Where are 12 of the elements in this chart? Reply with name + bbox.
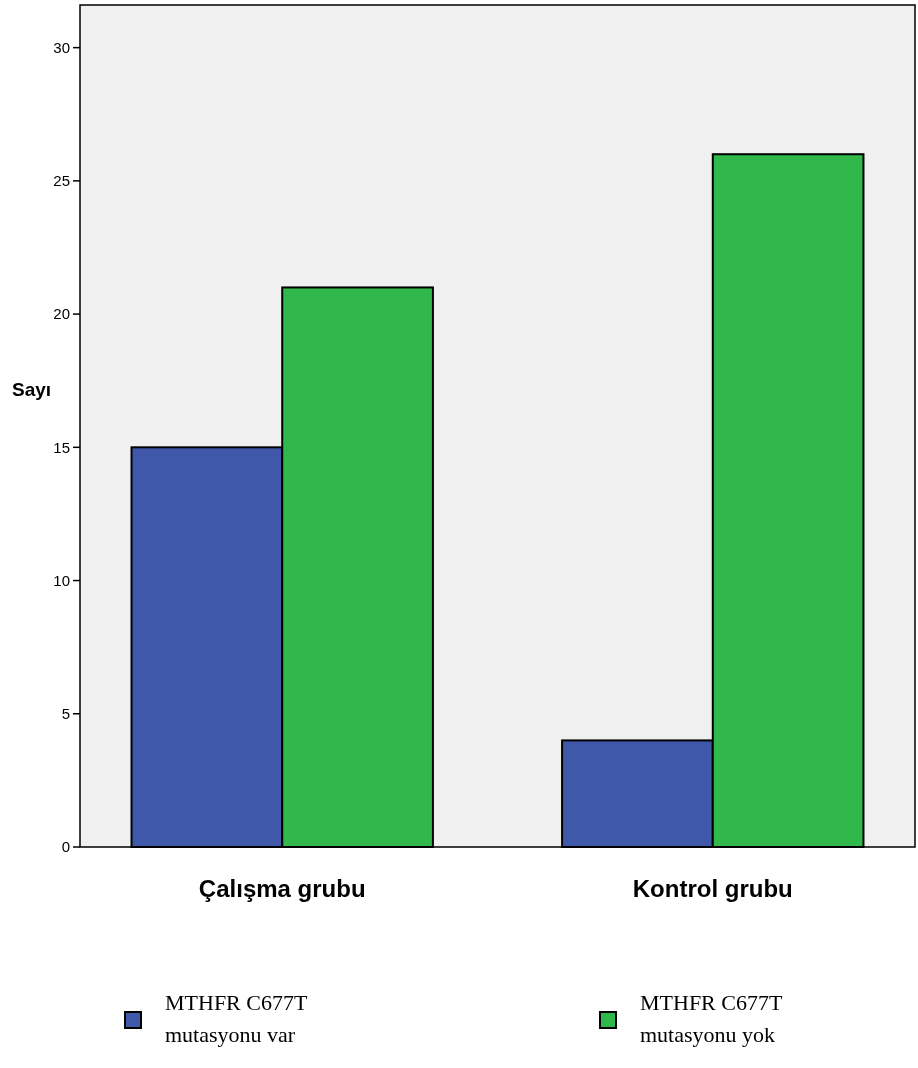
x-tick-label: Çalışma grubu: [198, 875, 366, 902]
y-tick-label: 10: [53, 571, 70, 589]
y-tick-label: 15: [53, 438, 70, 456]
y-tick-label: 5: [61, 705, 70, 723]
x-tick-label: Kontrol grubu: [632, 875, 793, 902]
y-tick-label: 30: [53, 38, 70, 56]
y-axis-title: Sayı: [12, 379, 52, 400]
legend-label: MTHFR C677T mutasyonu yok: [640, 990, 783, 1047]
y-tick-label: 0: [61, 838, 70, 856]
legend-label: MTHFR C677T mutasyonu var: [165, 990, 308, 1047]
y-tick-label: 20: [53, 305, 70, 323]
y-tick-label: 25: [53, 172, 70, 190]
